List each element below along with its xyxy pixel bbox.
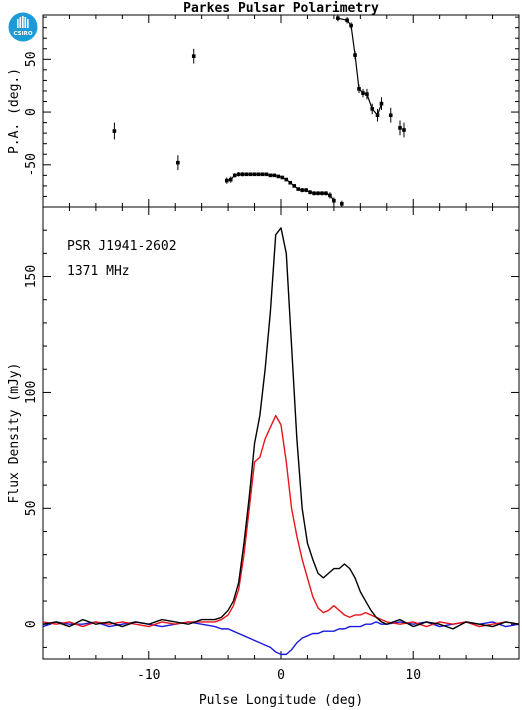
flux-y-tick-label: 0	[24, 620, 39, 628]
chart-title: Parkes Pulsar Polarimetry	[183, 1, 379, 16]
pa-point	[402, 128, 406, 132]
frequency-annotation: 1371 MHz	[67, 264, 130, 279]
pa-point	[292, 184, 297, 188]
pa-point	[336, 16, 340, 20]
pa-point	[357, 87, 361, 91]
pa-point	[328, 193, 332, 198]
pa-point	[252, 172, 257, 177]
pa-point	[256, 172, 261, 177]
pa-point	[340, 202, 344, 206]
pa-data-points	[112, 15, 406, 207]
pa-y-tick-label: -50	[24, 153, 39, 176]
flux-y-tick-label: 100	[24, 381, 39, 404]
pa-point	[191, 54, 196, 58]
pa-point	[248, 172, 253, 177]
total-flux-line	[42, 227, 520, 630]
pa-point	[280, 175, 285, 180]
pa-point	[224, 178, 229, 183]
pa-point	[300, 188, 304, 192]
pulsar-name-annotation: PSR J1941-2602	[67, 239, 177, 254]
pa-point	[264, 172, 269, 177]
flux-y-tick-label: 150	[24, 265, 39, 288]
x-tick-label: 10	[405, 668, 421, 683]
pa-point	[370, 107, 375, 111]
pa-point	[232, 173, 237, 178]
pa-axis-ticks: -50 0 50	[24, 15, 520, 207]
linear-flux-line	[42, 414, 520, 628]
pa-track-line	[226, 173, 335, 202]
pa-point	[345, 18, 349, 23]
pa-point	[304, 188, 308, 192]
pa-point	[296, 187, 300, 191]
pa-point	[332, 198, 336, 203]
pa-point	[272, 173, 277, 178]
pa-point	[316, 191, 320, 196]
pa-point	[244, 172, 249, 177]
csiro-logo-bars	[17, 16, 29, 28]
pa-track-line	[337, 17, 383, 117]
csiro-logo-text: CSIRO	[13, 31, 32, 37]
pa-point	[236, 172, 241, 177]
pa-point	[353, 53, 357, 57]
x-tick-label: 0	[277, 668, 285, 683]
x-tick-label: -10	[137, 668, 160, 683]
pa-point	[276, 174, 281, 179]
pa-point	[320, 191, 324, 196]
pa-point	[361, 91, 365, 95]
pa-point	[228, 177, 233, 182]
flux-xlabel: Pulse Longitude (deg)	[199, 693, 363, 708]
pa-ylabel: P.A. (deg.)	[7, 68, 22, 154]
pa-point	[365, 92, 369, 96]
pa-point	[379, 101, 384, 106]
pa-point	[260, 172, 265, 177]
flux-y-tick-label: 50	[24, 501, 39, 517]
csiro-logo-icon: CSIRO	[8, 12, 38, 42]
pa-point	[375, 113, 380, 118]
flux-ylabel: Flux Density (mJy)	[7, 363, 22, 504]
pa-point	[308, 190, 312, 195]
pa-point	[176, 160, 180, 165]
circular-flux-line	[42, 621, 520, 656]
pa-point	[324, 191, 328, 196]
pa-point	[398, 126, 402, 130]
pa-point	[288, 180, 293, 185]
pa-point	[388, 113, 393, 118]
flux-series-lines	[42, 227, 520, 656]
pa-y-tick-label: 50	[24, 51, 39, 67]
pa-point	[349, 23, 353, 28]
pa-point	[284, 177, 289, 182]
pa-y-tick-label: 0	[24, 108, 39, 116]
pa-point	[240, 172, 245, 177]
pa-point	[112, 129, 117, 133]
pa-point	[312, 191, 316, 196]
pa-point	[268, 173, 273, 178]
